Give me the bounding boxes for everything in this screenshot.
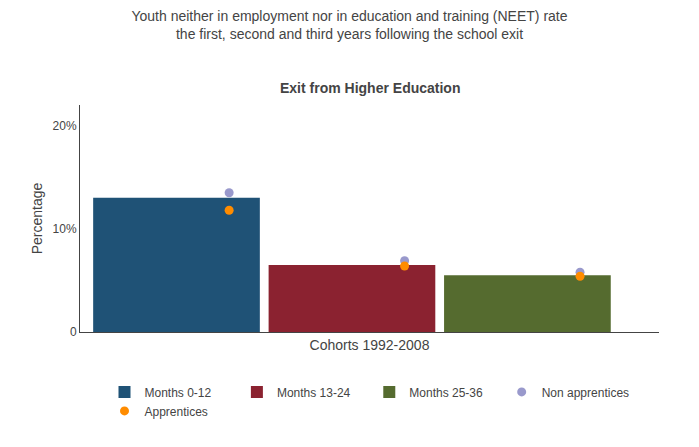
svg-text:0: 0 — [70, 325, 77, 339]
svg-text:Exit from Higher Education: Exit from Higher Education — [280, 80, 460, 96]
svg-text:Months 13-24: Months 13-24 — [277, 386, 351, 400]
svg-text:Months 25-36: Months 25-36 — [409, 386, 483, 400]
svg-text:Apprentices: Apprentices — [145, 405, 208, 419]
svg-text:Youth neither in employment no: Youth neither in employment nor in educa… — [131, 8, 567, 42]
svg-text:Percentage: Percentage — [29, 182, 45, 254]
svg-text:10%: 10% — [53, 222, 77, 236]
svg-text:20%: 20% — [53, 119, 77, 133]
svg-text:Months 0-12: Months 0-12 — [145, 386, 212, 400]
svg-text:Cohorts 1992-2008: Cohorts 1992-2008 — [310, 337, 430, 353]
svg-text:Non apprentices: Non apprentices — [542, 386, 629, 400]
